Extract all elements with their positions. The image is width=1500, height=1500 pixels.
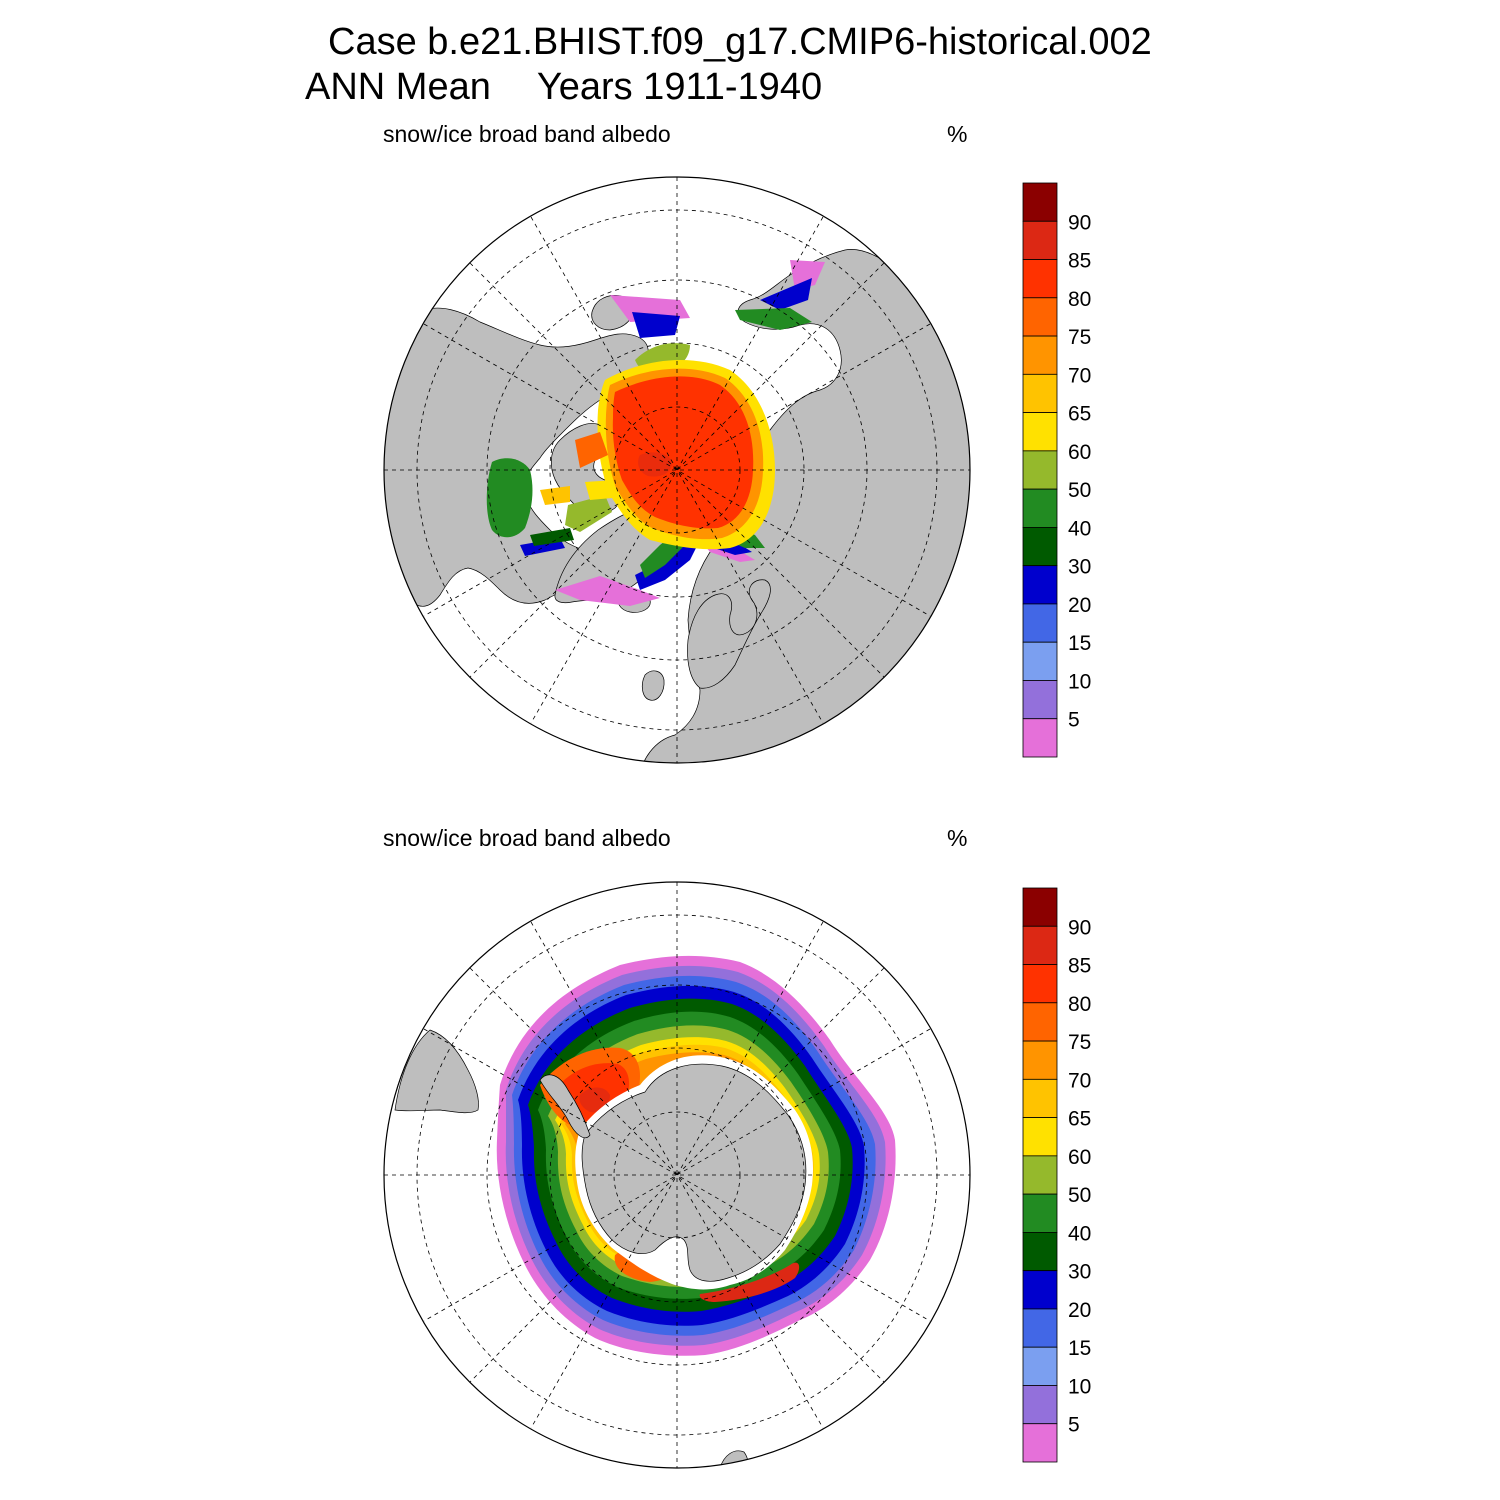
south-colorbar-tick-label: 65 <box>1068 1108 1091 1131</box>
north-colorbar-bin <box>1022 259 1058 299</box>
north-colorbar-tick-label: 70 <box>1068 364 1091 387</box>
south-land-antarctica <box>581 1063 807 1282</box>
south-colorbar-bin <box>1022 1308 1058 1348</box>
north-ice-archipelago-yellow <box>540 486 570 505</box>
north-ice-bering-band <box>632 312 680 338</box>
south-map <box>383 881 971 1469</box>
north-colorbar-tick-label: 30 <box>1068 556 1091 579</box>
north-colorbar-tick-label: 90 <box>1068 211 1091 234</box>
south-colorbar-bin <box>1022 1117 1058 1157</box>
south-colorbar-bin <box>1022 887 1058 927</box>
south-colorbar-tick-label: 75 <box>1068 1031 1091 1054</box>
north-colorbar-bin <box>1022 297 1058 337</box>
north-colorbar-tick-label: 85 <box>1068 250 1091 273</box>
south-colorbar-bin <box>1022 1193 1058 1233</box>
north-colorbar-tick-label: 10 <box>1068 670 1091 693</box>
north-colorbar-tick-label: 40 <box>1068 517 1091 540</box>
north-colorbar-tick-label: 5 <box>1068 709 1080 732</box>
south-colorbar-bin <box>1022 1270 1058 1310</box>
south-ice-weddell-max <box>579 1087 610 1113</box>
south-colorbar-bin <box>1022 1232 1058 1272</box>
south-colorbar-tick-label: 40 <box>1068 1222 1091 1245</box>
north-colorbar-bin <box>1022 182 1058 222</box>
south-colorbar: 90 85 80 75 70 65 60 50 40 30 20 15 10 5 <box>1022 887 1091 1463</box>
north-colorbar-bin <box>1022 641 1058 681</box>
north-variable-label: snow/ice broad band albedo <box>383 121 671 147</box>
north-graticule <box>384 177 970 763</box>
south-colorbar-tick-label: 10 <box>1068 1375 1091 1398</box>
north-ice-okhotsk-edge <box>790 260 825 290</box>
north-colorbar-bin <box>1022 335 1058 375</box>
south-land-south-america <box>394 1029 479 1114</box>
north-colorbar-tick-label: 75 <box>1068 326 1091 349</box>
north-colorbar-tick-label: 80 <box>1068 288 1091 311</box>
south-colorbar-tick-label: 30 <box>1068 1261 1091 1284</box>
south-colorbar-tick-label: 85 <box>1068 955 1091 978</box>
north-ice-greenland-sea-edge <box>555 576 660 606</box>
north-colorbar-bin <box>1022 603 1058 643</box>
north-ice-baffin-lighter <box>565 495 612 532</box>
north-ice-okhotsk-inner <box>735 308 812 330</box>
south-map-border <box>383 881 971 1469</box>
south-colorbar-tick-label: 5 <box>1068 1414 1080 1437</box>
north-colorbar-bin <box>1022 488 1058 528</box>
north-units-label: % <box>947 121 968 147</box>
north-colorbar-bin <box>1022 373 1058 414</box>
north-colorbar-tick-label: 50 <box>1068 479 1091 502</box>
south-colorbar-tick-label: 60 <box>1068 1146 1091 1169</box>
south-ice-amundsen-90 <box>699 1262 800 1302</box>
north-map <box>383 176 971 764</box>
north-colorbar-bin <box>1022 412 1058 452</box>
north-colorbar-bin <box>1022 565 1058 605</box>
south-units-label: % <box>947 825 968 851</box>
north-ice-okhotsk-band <box>760 278 812 310</box>
south-colorbar-tick-label: 15 <box>1068 1337 1091 1360</box>
south-graticule <box>384 882 970 1468</box>
south-colorbar-bin <box>1022 1346 1058 1386</box>
north-colorbar-tick-label: 15 <box>1068 632 1091 655</box>
north-map-border <box>383 176 971 764</box>
north-ice-labrador-inner <box>530 528 574 546</box>
north-land-british-isles <box>641 670 665 701</box>
north-colorbar: 90 85 80 75 70 65 60 50 40 30 20 15 10 5 <box>1022 182 1091 758</box>
south-colorbar-tick-label: 70 <box>1068 1069 1091 1092</box>
north-colorbar-tick-label: 20 <box>1068 594 1091 617</box>
south-colorbar-tick-label: 20 <box>1068 1299 1091 1322</box>
case-title: Case b.e21.BHIST.f09_g17.CMIP6-historica… <box>328 21 1152 63</box>
north-colorbar-bin <box>1022 450 1058 490</box>
south-colorbar-tick-label: 90 <box>1068 916 1091 939</box>
period-title: ANN Mean Years 1911-1940 <box>305 67 822 107</box>
north-land-north-america <box>384 307 649 607</box>
north-colorbar-bin <box>1022 527 1058 567</box>
north-colorbar-tick-label: 60 <box>1068 441 1091 464</box>
south-colorbar-tick-label: 80 <box>1068 993 1091 1016</box>
season-label: ANN Mean <box>305 66 491 108</box>
north-colorbar-tick-label: 65 <box>1068 403 1091 426</box>
north-ice-central-max <box>638 452 672 477</box>
north-ice-hudson-bay <box>486 458 533 538</box>
south-colorbar-tick-label: 50 <box>1068 1184 1091 1207</box>
south-colorbar-bin <box>1022 1155 1058 1195</box>
north-colorbar-bin <box>1022 718 1058 758</box>
south-colorbar-bin <box>1022 925 1058 965</box>
south-colorbar-bin <box>1022 1040 1058 1080</box>
north-ice-nares-strait <box>575 432 608 468</box>
north-colorbar-bin <box>1022 220 1058 260</box>
north-land-scandinavia <box>687 579 771 689</box>
south-colorbar-bin <box>1022 1385 1058 1425</box>
north-colorbar-bin <box>1022 680 1058 720</box>
years-label: Years 1911-1940 <box>536 66 823 108</box>
south-colorbar-bin <box>1022 1423 1058 1463</box>
south-colorbar-bin <box>1022 964 1058 1004</box>
south-variable-label: snow/ice broad band albedo <box>383 825 671 851</box>
south-colorbar-bin <box>1022 1078 1058 1119</box>
south-colorbar-bin <box>1022 1002 1058 1042</box>
south-land-antarctic-peninsula <box>539 1074 591 1139</box>
